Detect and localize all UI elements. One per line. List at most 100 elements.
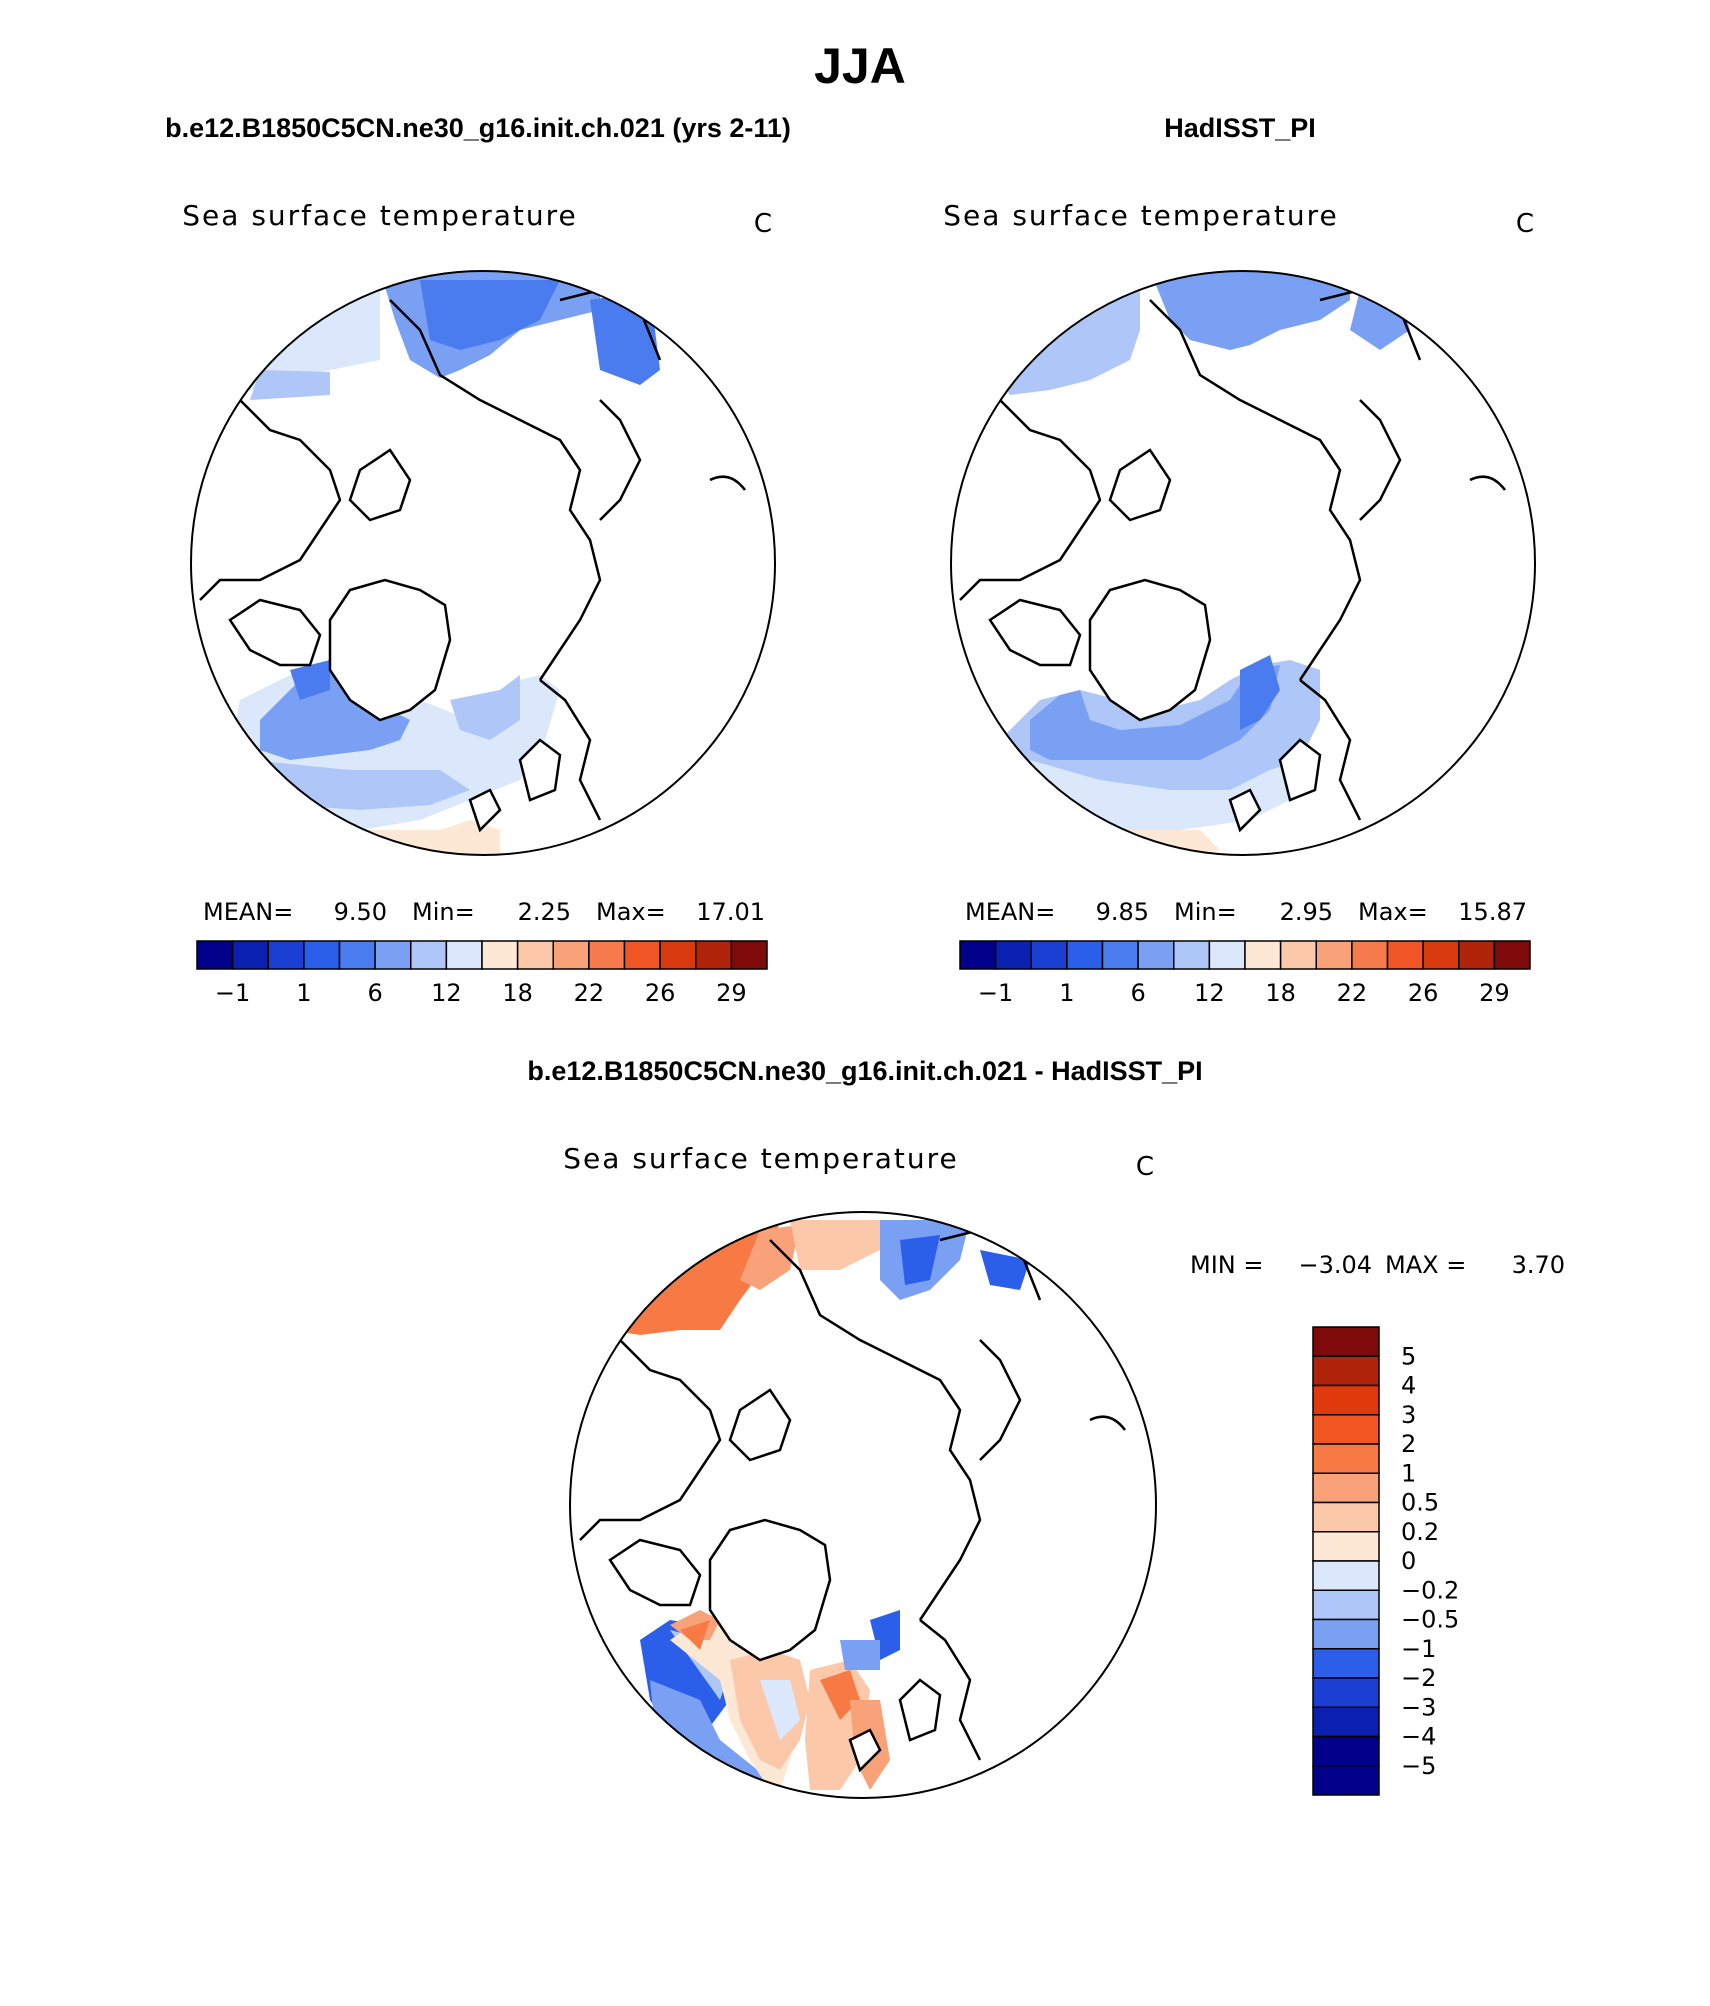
model-variable-label: Sea surface temperature xyxy=(182,199,577,232)
diff-colorbar-swatch xyxy=(1312,1560,1380,1591)
diff-colorbar-tick-label: 0 xyxy=(1401,1547,1416,1575)
model-colorbar-tick-label: −1 xyxy=(215,979,250,1007)
diff-colorbar-swatch xyxy=(1312,1472,1380,1504)
obs-case-title: HadISST_PI xyxy=(1164,113,1316,143)
obs-colorbar-swatch xyxy=(1386,940,1424,970)
obs-min-value: 2.95 xyxy=(1280,898,1333,926)
diff-max-value: 3.70 xyxy=(1512,1251,1565,1279)
model-max-value: 17.01 xyxy=(696,898,765,926)
model-colorbar-swatch xyxy=(303,940,341,970)
diff-max-label: MAX = xyxy=(1385,1251,1466,1279)
diff-colorbar-swatch xyxy=(1312,1443,1380,1474)
model-stats: MEAN= 9.50 Min= 2.25 Max= 17.01 xyxy=(203,898,765,926)
diff-colorbar-swatch xyxy=(1312,1355,1380,1387)
obs-colorbar-swatch xyxy=(1066,940,1104,970)
diff-colorbar-tick-label: −0.5 xyxy=(1401,1606,1459,1634)
diff-polar-map xyxy=(569,1211,1157,1799)
obs-units-label: C xyxy=(1516,209,1534,239)
obs-colorbar-swatch xyxy=(1458,940,1496,970)
obs-colorbar-swatch xyxy=(1315,940,1353,970)
diff-colorbar-swatch xyxy=(1312,1501,1380,1533)
model-colorbar-swatch xyxy=(730,940,768,970)
model-colorbar-swatch xyxy=(410,940,448,970)
obs-mean-label: MEAN= xyxy=(965,898,1055,926)
diff-colorbar-tick-label: 0.5 xyxy=(1401,1489,1439,1517)
model-colorbar-swatch xyxy=(267,940,305,970)
model-units-label: C xyxy=(754,209,772,239)
diff-colorbar-tick-label: −3 xyxy=(1401,1693,1436,1721)
diff-colorbar-swatch xyxy=(1312,1706,1380,1738)
obs-colorbar-tick-label: 29 xyxy=(1479,979,1510,1007)
obs-variable-label: Sea surface temperature xyxy=(943,199,1338,232)
diff-colorbar-tick-label: −4 xyxy=(1401,1723,1436,1751)
model-colorbar-swatch xyxy=(481,940,519,970)
figure-title: JJA xyxy=(814,38,906,94)
model-colorbar-tick-label: 6 xyxy=(367,979,382,1007)
diff-units-label: C xyxy=(1136,1152,1154,1182)
obs-colorbar-tick-label: 1 xyxy=(1059,979,1074,1007)
diff-colorbar-swatch xyxy=(1312,1326,1380,1357)
diff-colorbar-tick-label: −1 xyxy=(1401,1635,1436,1663)
obs-colorbar-swatch xyxy=(1493,940,1531,970)
model-colorbar-swatch xyxy=(659,940,697,970)
diff-colorbar-tick-label: 1 xyxy=(1401,1459,1416,1487)
diff-colorbar-tick-label: 0.2 xyxy=(1401,1518,1439,1546)
model-colorbar-swatch xyxy=(623,940,661,970)
obs-colorbar-swatch xyxy=(1351,940,1389,970)
model-min-label: Min= xyxy=(412,898,475,926)
model-max-label: Max= xyxy=(596,898,666,926)
obs-colorbar-swatch xyxy=(994,940,1032,970)
diff-colorbar-swatch xyxy=(1312,1414,1380,1445)
diff-colorbar-tick-label: 4 xyxy=(1401,1372,1416,1400)
model-mean-value: 9.50 xyxy=(334,898,387,926)
diff-colorbar-swatch xyxy=(1312,1765,1380,1796)
obs-colorbar-tick-label: 26 xyxy=(1408,979,1439,1007)
obs-colorbar-swatch xyxy=(1208,940,1246,970)
obs-colorbar-tick-label: −1 xyxy=(978,979,1013,1007)
model-colorbar-tick-label: 22 xyxy=(574,979,605,1007)
diff-colorbar-swatch xyxy=(1312,1589,1380,1621)
diff-colorbar-swatch xyxy=(1312,1648,1380,1679)
diff-colorbar-swatch xyxy=(1312,1618,1380,1650)
model-colorbar-swatch xyxy=(588,940,626,970)
diff-min-value: −3.04 xyxy=(1298,1251,1372,1279)
obs-colorbar-tick-label: 6 xyxy=(1130,979,1145,1007)
obs-min-label: Min= xyxy=(1174,898,1237,926)
diff-variable-label: Sea surface temperature xyxy=(563,1142,958,1175)
obs-max-value: 15.87 xyxy=(1458,898,1527,926)
obs-colorbar-tick-label: 22 xyxy=(1337,979,1368,1007)
diff-colorbar-swatch xyxy=(1312,1384,1380,1416)
model-colorbar-swatch xyxy=(516,940,554,970)
obs-colorbar-swatch xyxy=(1422,940,1460,970)
diff-case-title: b.e12.B1850C5CN.ne30_g16.init.ch.021 - H… xyxy=(527,1056,1202,1086)
diff-colorbar-tick-label: −2 xyxy=(1401,1664,1436,1692)
diff-colorbar-tick-label: −5 xyxy=(1401,1752,1436,1780)
obs-colorbar-swatch xyxy=(1279,940,1317,970)
obs-colorbar-tick-label: 18 xyxy=(1265,979,1296,1007)
model-min-value: 2.25 xyxy=(518,898,571,926)
model-colorbar-tick-label: 12 xyxy=(431,979,462,1007)
model-polar-map xyxy=(190,270,776,856)
model-colorbar: −1 1 6 12 18 22 26 29 xyxy=(196,940,768,1007)
model-colorbar-tick-label: 18 xyxy=(502,979,533,1007)
model-colorbar-swatch xyxy=(552,940,590,970)
obs-max-label: Max= xyxy=(1358,898,1428,926)
model-mean-label: MEAN= xyxy=(203,898,293,926)
diff-colorbar-tick-label: 3 xyxy=(1401,1401,1416,1429)
model-colorbar-swatch xyxy=(445,940,483,970)
diff-colorbar-swatch xyxy=(1312,1735,1380,1767)
model-colorbar-swatch xyxy=(338,940,376,970)
model-colorbar-swatch xyxy=(231,940,269,970)
diff-colorbar-tick-label: 2 xyxy=(1401,1430,1416,1458)
diff-minmax: MIN = −3.04 MAX = 3.70 xyxy=(1190,1251,1565,1279)
obs-colorbar-swatch xyxy=(1137,940,1175,970)
obs-colorbar: −1 1 6 12 18 22 26 29 xyxy=(959,940,1531,1007)
model-colorbar-swatch xyxy=(695,940,733,970)
diff-colorbar-tick-label: −0.2 xyxy=(1401,1576,1459,1604)
model-colorbar-swatch xyxy=(196,940,234,970)
obs-colorbar-swatch xyxy=(1030,940,1068,970)
diff-min-label: MIN = xyxy=(1190,1251,1263,1279)
model-colorbar-tick-label: 29 xyxy=(716,979,747,1007)
